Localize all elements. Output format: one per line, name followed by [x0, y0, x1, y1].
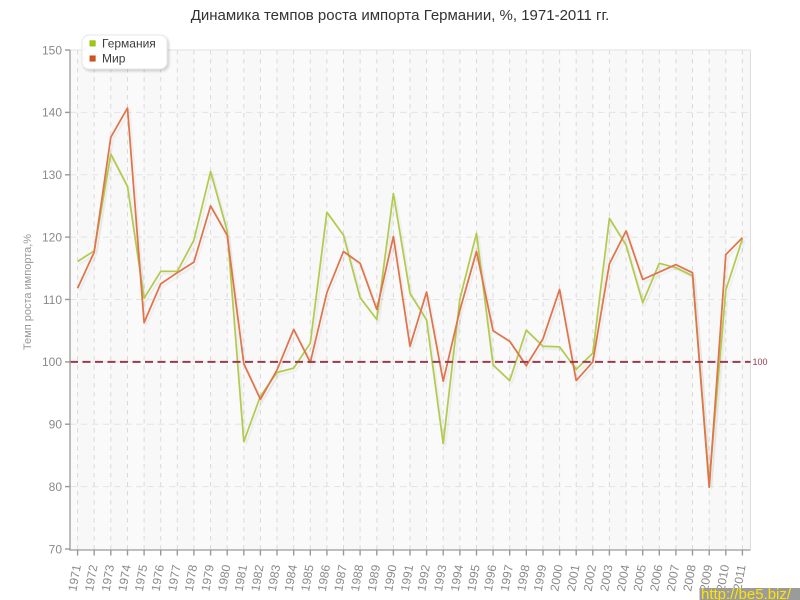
- svg-text:90: 90: [49, 418, 63, 432]
- svg-text:1973: 1973: [99, 563, 117, 592]
- svg-text:70: 70: [49, 542, 63, 556]
- svg-text:2007: 2007: [664, 563, 682, 592]
- svg-text:Мир: Мир: [102, 52, 126, 66]
- svg-text:1972: 1972: [82, 563, 100, 592]
- svg-text:1992: 1992: [414, 563, 432, 592]
- svg-text:1981: 1981: [232, 563, 250, 592]
- svg-text:150: 150: [42, 43, 62, 57]
- svg-text:1980: 1980: [215, 563, 233, 592]
- svg-text:1974: 1974: [115, 563, 133, 592]
- svg-text:1982: 1982: [248, 563, 266, 592]
- svg-text:2006: 2006: [647, 563, 665, 592]
- svg-text:80: 80: [49, 480, 63, 494]
- svg-text:2011: 2011: [730, 563, 748, 591]
- svg-text:2010: 2010: [714, 563, 732, 592]
- svg-text:2005: 2005: [631, 563, 649, 592]
- svg-text:2004: 2004: [614, 563, 632, 592]
- svg-text:1978: 1978: [182, 563, 200, 592]
- svg-text:120: 120: [42, 230, 62, 244]
- svg-text:1993: 1993: [431, 563, 449, 592]
- svg-text:Германия: Германия: [102, 37, 156, 51]
- svg-text:http://be5.biz/: http://be5.biz/: [701, 586, 792, 600]
- svg-text:1987: 1987: [331, 563, 349, 592]
- svg-text:2001: 2001: [564, 563, 582, 592]
- svg-text:100: 100: [753, 357, 768, 367]
- svg-text:2009: 2009: [697, 563, 715, 592]
- svg-text:1979: 1979: [198, 563, 216, 592]
- svg-text:Темп роста импорта,%: Темп роста импорта,%: [22, 234, 34, 350]
- svg-text:1994: 1994: [448, 563, 466, 592]
- svg-text:1998: 1998: [514, 563, 532, 592]
- svg-text:130: 130: [42, 168, 62, 182]
- svg-text:100: 100: [42, 355, 62, 369]
- svg-text:1997: 1997: [498, 563, 516, 592]
- svg-text:1990: 1990: [381, 563, 399, 592]
- svg-text:1988: 1988: [348, 563, 366, 592]
- svg-text:1991: 1991: [398, 563, 416, 592]
- svg-text:2000: 2000: [547, 563, 565, 592]
- svg-text:1996: 1996: [481, 563, 499, 592]
- svg-text:1983: 1983: [265, 563, 283, 592]
- svg-text:1986: 1986: [315, 563, 333, 592]
- svg-text:1989: 1989: [365, 563, 383, 592]
- svg-text:1975: 1975: [132, 563, 150, 592]
- svg-text:1995: 1995: [464, 563, 482, 592]
- svg-text:1976: 1976: [149, 563, 167, 592]
- svg-text:110: 110: [43, 293, 62, 307]
- svg-text:1977: 1977: [165, 563, 183, 592]
- svg-text:1985: 1985: [298, 563, 316, 592]
- svg-text:1999: 1999: [531, 563, 549, 592]
- svg-text:1984: 1984: [282, 563, 300, 592]
- svg-text:140: 140: [42, 106, 62, 120]
- svg-text:2003: 2003: [597, 563, 615, 592]
- svg-text:2008: 2008: [680, 563, 698, 592]
- svg-text:1971: 1971: [65, 563, 83, 592]
- svg-text:2002: 2002: [581, 563, 599, 592]
